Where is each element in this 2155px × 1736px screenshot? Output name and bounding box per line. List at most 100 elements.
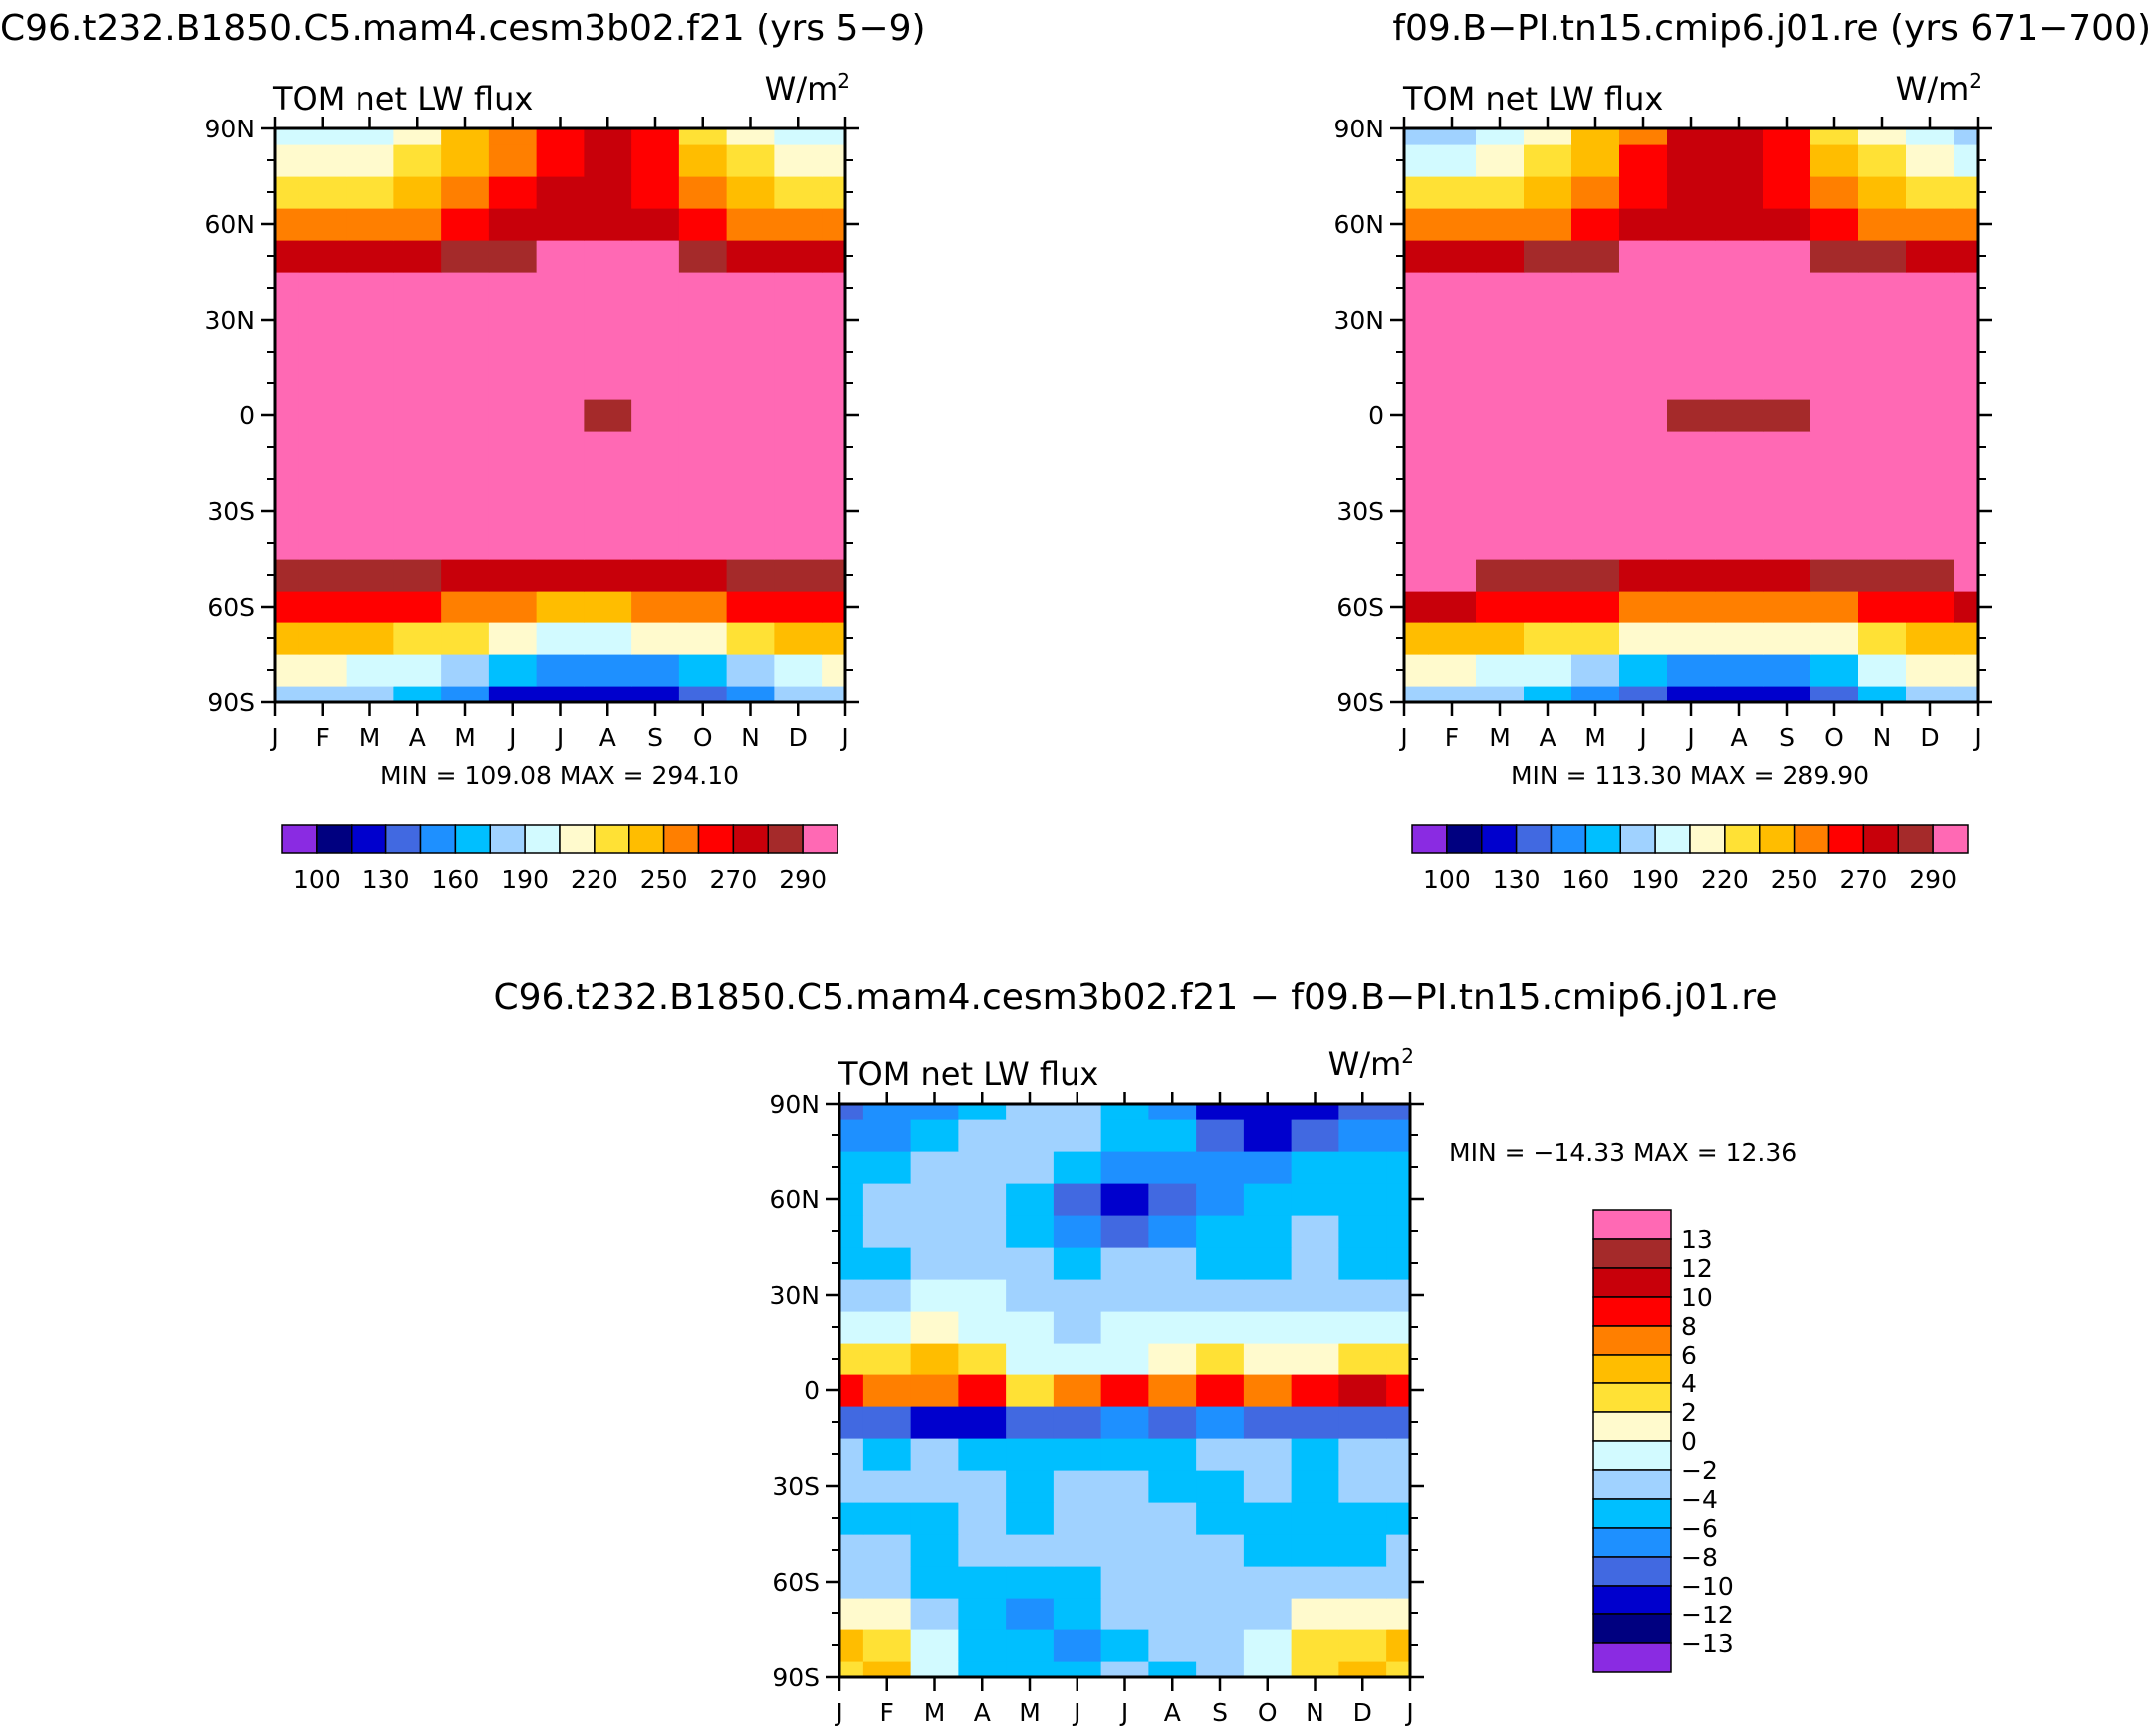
right-colorbar-swatch xyxy=(1689,824,1726,854)
diff-heatmap xyxy=(839,1104,1411,1678)
right-heatmap-cell xyxy=(1810,272,1859,305)
left-heatmap-cell xyxy=(393,208,442,241)
left-heatmap-cell xyxy=(822,527,846,560)
diff-heatmap-cell xyxy=(1291,1247,1339,1280)
left-colorbar-label: 190 xyxy=(501,866,549,894)
diff-heatmap-cell xyxy=(910,1215,959,1248)
right-heatmap-cell xyxy=(1619,208,1668,241)
diff-heatmap-cell xyxy=(839,1279,864,1312)
diff-heatmap-cell xyxy=(1196,1406,1245,1439)
right-heatmap-cell xyxy=(1571,272,1620,305)
right-heatmap-cell xyxy=(1619,686,1668,703)
diff-heatmap-cell xyxy=(1148,1502,1197,1535)
diff-y-tick-label: 0 xyxy=(804,1376,820,1405)
right-colorbar-label: 160 xyxy=(1562,866,1610,894)
left-heatmap-cell xyxy=(346,240,394,273)
left-heatmap-cell xyxy=(726,591,775,623)
right-heatmap-cell xyxy=(1524,399,1572,432)
diff-heatmap-cell xyxy=(1291,1183,1339,1216)
left-colorbar-swatch xyxy=(419,824,457,854)
diff-heatmap-cell xyxy=(910,1343,959,1375)
diff-heatmap-cell xyxy=(1243,1374,1293,1407)
right-heatmap-cell xyxy=(1667,463,1716,496)
diff-heatmap-cell xyxy=(1243,1151,1293,1184)
right-heatmap-cell xyxy=(1571,495,1620,528)
diff-heatmap-cell xyxy=(1338,1406,1387,1439)
left-heatmap-cell xyxy=(536,128,585,145)
left-heatmap-cell xyxy=(774,240,823,273)
left-heatmap-cell xyxy=(822,686,846,703)
left-heatmap-cell xyxy=(275,622,300,655)
left-heatmap-cell xyxy=(584,399,632,432)
right-heatmap-cell xyxy=(1428,495,1477,528)
right-heatmap-cell xyxy=(1476,272,1525,305)
diff-heatmap-cell xyxy=(1100,1470,1149,1503)
left-heatmap-cell xyxy=(393,128,442,145)
right-heatmap-cell xyxy=(1810,463,1859,496)
right-x-tick-label: A xyxy=(1539,723,1556,752)
right-heatmap-cell xyxy=(1476,591,1525,623)
diff-heatmap-cell xyxy=(862,1502,912,1535)
right-heatmap-cell xyxy=(1763,240,1811,273)
right-colorbar-swatch xyxy=(1584,824,1621,854)
right-heatmap-cell xyxy=(1428,686,1477,703)
right-heatmap-cell xyxy=(1667,559,1716,592)
left-heatmap-cell xyxy=(393,527,442,560)
diff-heatmap-cell xyxy=(1291,1406,1339,1439)
left-heatmap-cell xyxy=(536,622,585,655)
diff-heatmap-cell xyxy=(1338,1470,1387,1503)
right-heatmap-cell xyxy=(1954,559,1979,592)
right-colorbar-label: 220 xyxy=(1701,866,1749,894)
right-heatmap-cell xyxy=(1858,559,1907,592)
right-heatmap-cell xyxy=(1404,559,1429,592)
right-heatmap-cell xyxy=(1404,240,1429,273)
left-heatmap-cell xyxy=(275,527,300,560)
diff-heatmap-cell xyxy=(1196,1183,1245,1216)
right-heatmap-cell xyxy=(1715,495,1764,528)
diff-heatmap-cell xyxy=(958,1502,1007,1535)
left-heatmap-cell xyxy=(822,336,846,369)
diff-heatmap-cell xyxy=(1291,1661,1339,1678)
diff-heatmap-cell xyxy=(1006,1104,1055,1120)
diff-heatmap-cell xyxy=(910,1279,959,1312)
left-heatmap-cell xyxy=(726,336,775,369)
left-heatmap-cell xyxy=(536,431,585,464)
left-heatmap-cell xyxy=(822,240,846,273)
left-colorbar-swatch xyxy=(281,824,318,854)
right-heatmap-cell xyxy=(1524,559,1572,592)
diff-colorbar-swatch xyxy=(1592,1267,1672,1298)
right-heatmap-cell xyxy=(1476,686,1525,703)
right-heatmap-cell xyxy=(1715,304,1764,337)
right-heatmap-cell xyxy=(1715,336,1764,369)
right-heatmap-cell xyxy=(1571,527,1620,560)
right-heatmap-cell xyxy=(1476,176,1525,209)
right-colorbar-swatch xyxy=(1724,824,1761,854)
right-heatmap-cell xyxy=(1810,654,1859,687)
left-heatmap-cell xyxy=(275,176,300,209)
diff-heatmap-cell xyxy=(910,1438,959,1471)
left-x-tick-label: J xyxy=(269,723,278,752)
right-heatmap-cell xyxy=(1571,176,1620,209)
diff-heatmap-cell xyxy=(958,1629,1007,1662)
left-heatmap-cell xyxy=(488,622,538,655)
right-heatmap-cell xyxy=(1428,208,1477,241)
diff-heatmap-cell xyxy=(1006,1629,1055,1662)
right-heatmap-cell xyxy=(1954,591,1979,623)
left-heatmap-cell xyxy=(298,144,348,177)
diff-heatmap-cell xyxy=(1243,1566,1293,1599)
diff-heatmap-cell xyxy=(1291,1343,1339,1375)
diff-colorbar-swatch xyxy=(1592,1296,1672,1327)
diff-heatmap-cell xyxy=(1243,1470,1293,1503)
diff-y-tick-label: 30S xyxy=(772,1472,820,1501)
left-heatmap-cell xyxy=(678,686,728,703)
diff-heatmap-cell xyxy=(1053,1661,1102,1678)
right-heatmap-cell xyxy=(1619,495,1668,528)
right-heatmap-cell xyxy=(1476,336,1525,369)
diff-heatmap-cell xyxy=(1338,1119,1387,1152)
left-heatmap-cell xyxy=(298,304,348,337)
left-heatmap-cell xyxy=(631,654,680,687)
diff-x-tick-label: D xyxy=(1353,1698,1372,1727)
right-heatmap-cell xyxy=(1810,399,1859,432)
diff-heatmap-cell xyxy=(958,1279,1007,1312)
